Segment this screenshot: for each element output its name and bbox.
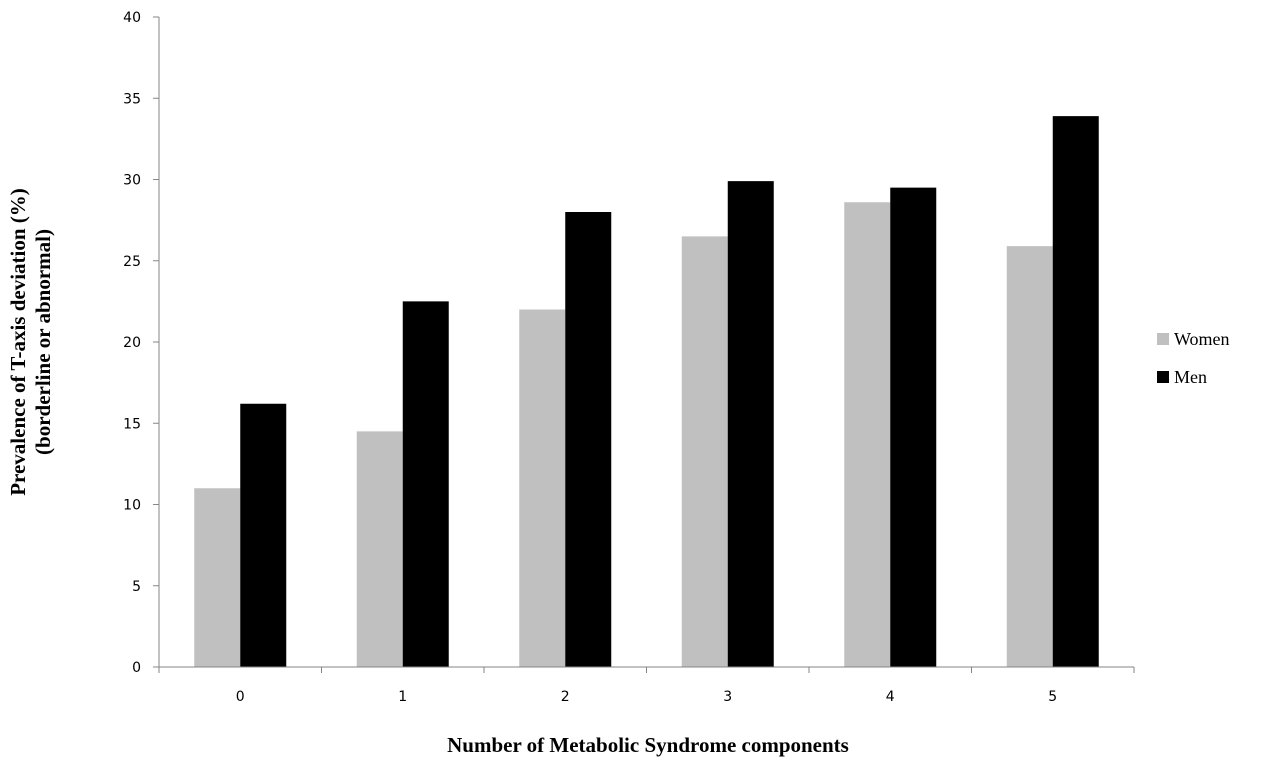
bar-men-1 xyxy=(402,301,449,667)
bar-women-1 xyxy=(356,431,403,667)
x-tick-label: 5 xyxy=(1048,689,1057,705)
x-tick-label: 0 xyxy=(236,689,245,705)
x-tick-label: 1 xyxy=(398,689,407,705)
legend-swatch-men xyxy=(1157,371,1169,383)
x-axis-ticks: 0 1 2 3 4 5 xyxy=(158,667,1135,705)
y-tick-label: 15 xyxy=(123,416,141,432)
legend-label-men: Men xyxy=(1174,367,1207,387)
bar-men-3 xyxy=(727,181,774,667)
bar-women-0 xyxy=(194,488,241,667)
y-axis-title-line-2: (borderline or abnormal) xyxy=(31,229,55,455)
bar-men-4 xyxy=(890,187,937,667)
bar-men-5 xyxy=(1052,116,1099,667)
x-axis-title: Number of Metabolic Syndrome components xyxy=(447,733,849,757)
legend-label-women: Women xyxy=(1174,329,1230,349)
y-tick-label: 35 xyxy=(123,91,141,107)
x-tick-label: 4 xyxy=(886,689,895,705)
bar-women-2 xyxy=(519,309,566,667)
y-axis-title-line-1: Prevalence of T-axis deviation (%) xyxy=(6,188,30,496)
bar-men-2 xyxy=(565,212,612,667)
bar-women-5 xyxy=(1006,246,1053,667)
legend: Women Men xyxy=(1157,329,1230,387)
y-tick-label: 30 xyxy=(123,173,141,189)
y-axis-title: Prevalence of T-axis deviation (%) (bord… xyxy=(6,188,55,496)
y-tick-label: 0 xyxy=(132,660,141,676)
x-tick-label: 3 xyxy=(723,689,732,705)
y-tick-label: 10 xyxy=(123,498,141,514)
axes xyxy=(158,17,1134,668)
bar-women-4 xyxy=(844,202,891,667)
x-tick-label: 2 xyxy=(561,689,570,705)
legend-swatch-women xyxy=(1157,333,1169,345)
y-tick-label: 25 xyxy=(123,254,141,270)
y-tick-label: 20 xyxy=(123,335,141,351)
bars xyxy=(194,116,1099,667)
bar-men-0 xyxy=(240,403,287,667)
y-axis-ticks: 0 5 10 15 20 25 30 35 40 xyxy=(123,10,159,676)
y-tick-label: 40 xyxy=(123,10,141,26)
y-tick-label: 5 xyxy=(132,579,141,595)
bar-women-3 xyxy=(681,236,728,667)
